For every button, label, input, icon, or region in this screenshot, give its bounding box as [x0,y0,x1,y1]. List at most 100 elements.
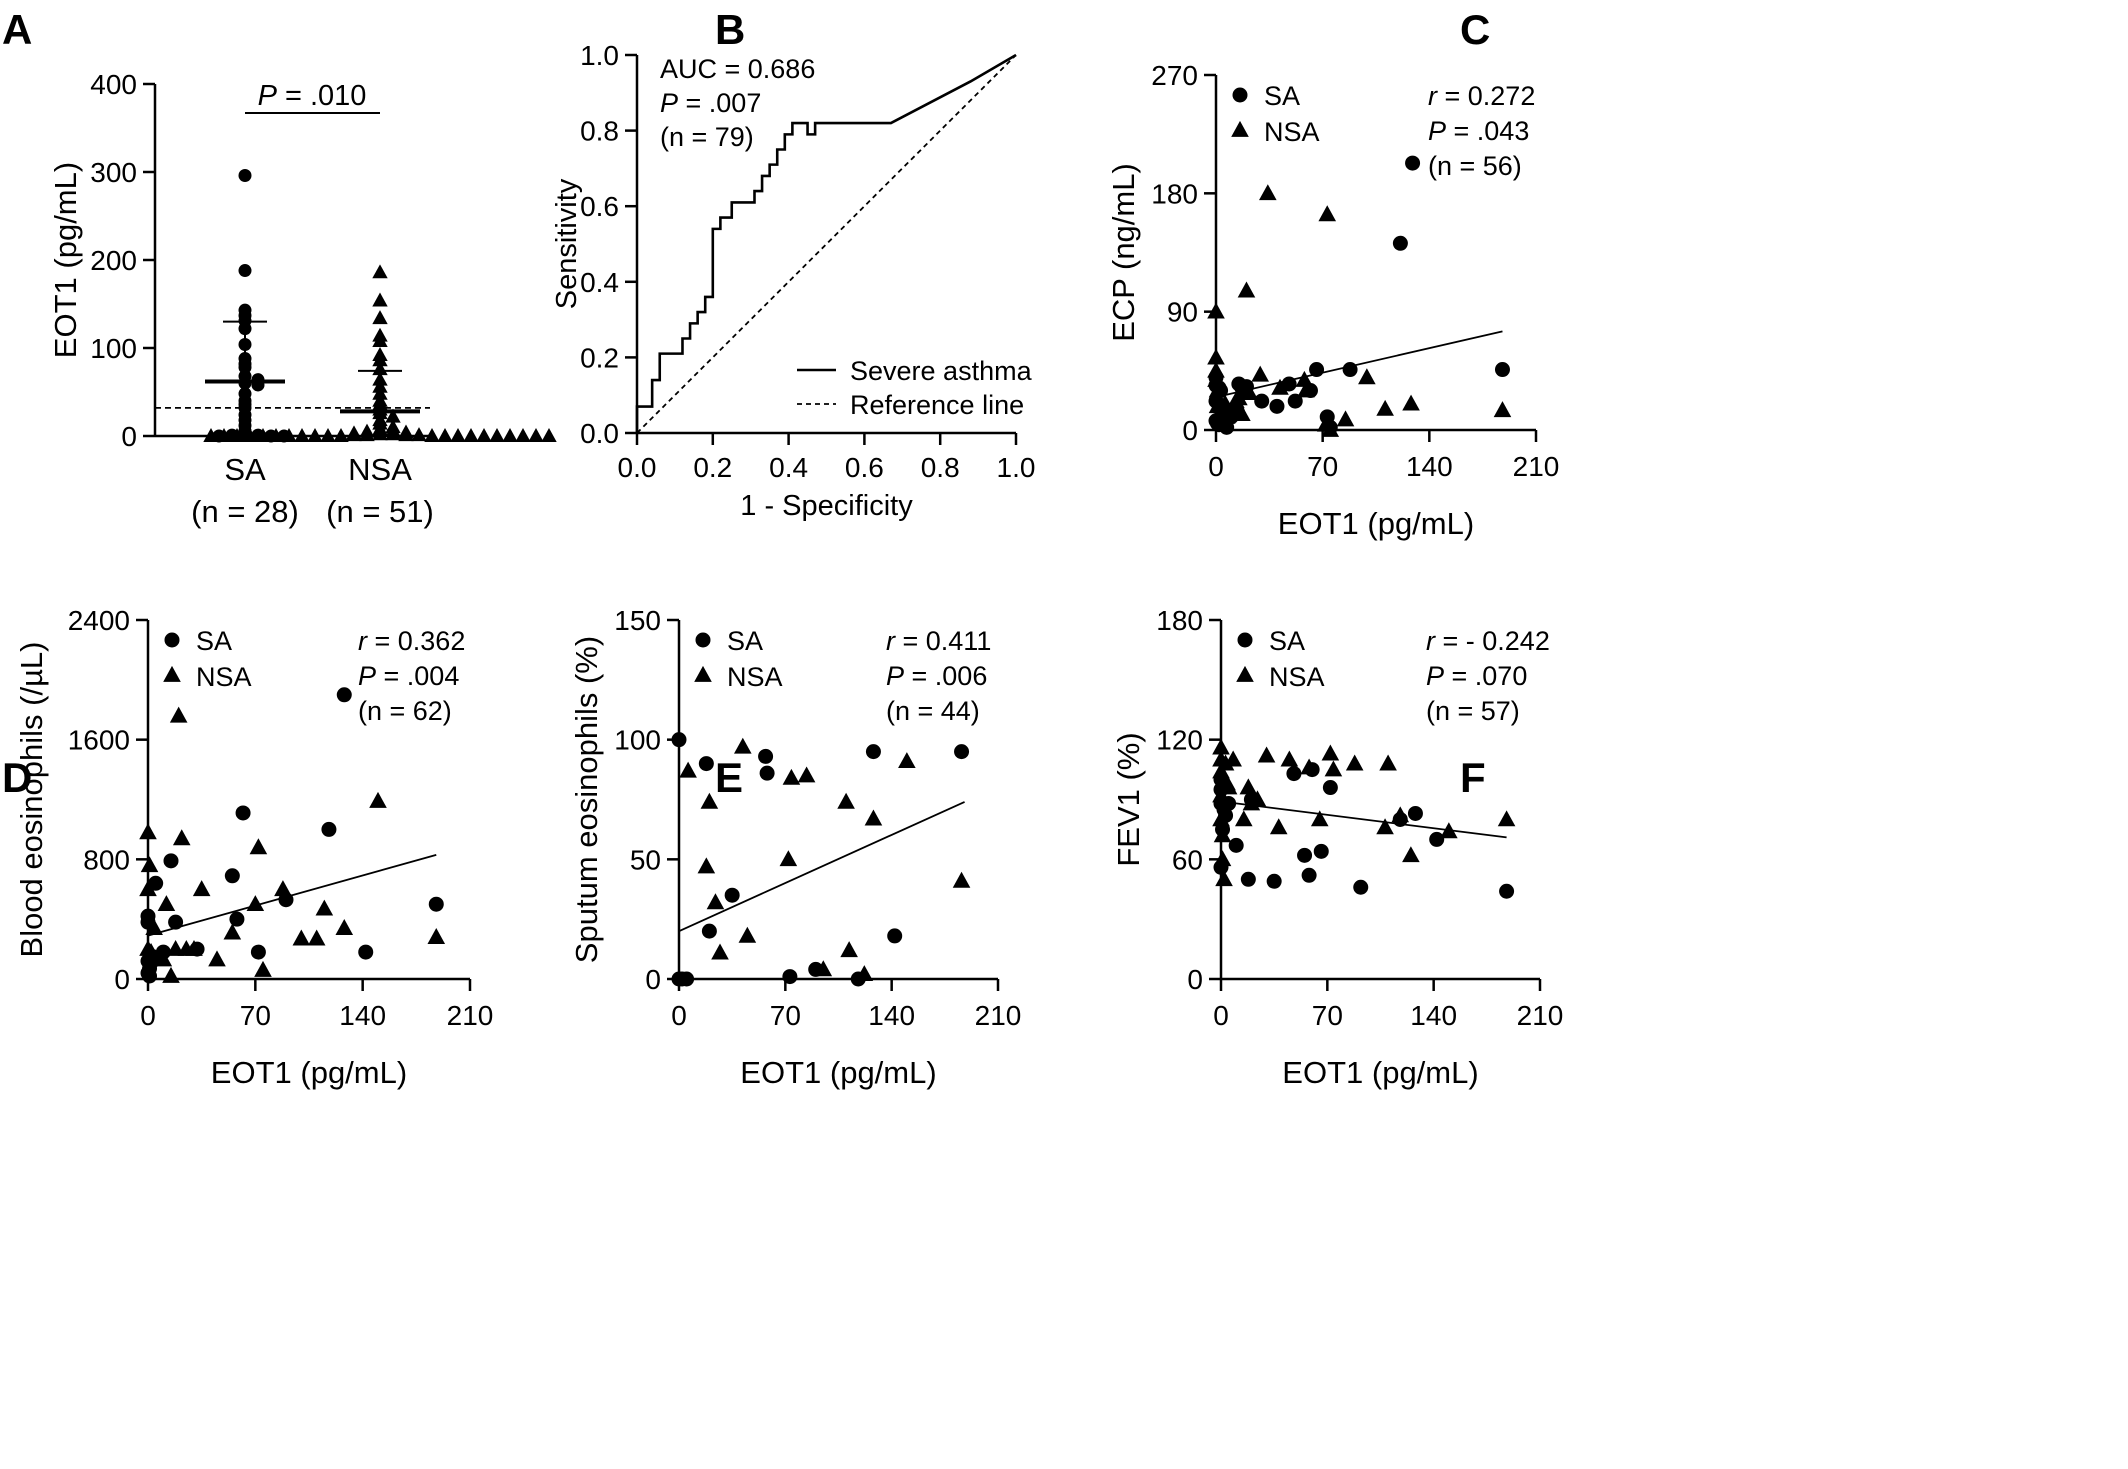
a-nsa-point [372,264,388,279]
e-sa-point [759,765,775,781]
d-x-tick-label: 210 [447,1000,494,1031]
a-nsa-point [359,427,375,442]
c-nsa-point [1208,381,1227,398]
c-legend-triangle-icon [1231,120,1249,137]
panel-label-D: D [2,754,32,801]
f-nsa-point [1310,810,1329,827]
e-sa-point [724,887,740,903]
d-sa-point [148,875,164,891]
a-nsa-point [242,428,258,442]
d-legend-circle-icon [164,632,180,648]
d-nsa-point [169,706,188,723]
a-y-tick-label: 100 [90,333,137,364]
a-nsa-point [372,352,388,367]
b-legend-severe-asthma: Severe asthma [850,356,1033,386]
c-nsa-point [1358,368,1376,385]
d-nsa-point [154,950,173,967]
e-fit-line [678,801,965,932]
c-sa-point [1405,155,1421,171]
d-sa-point [168,914,184,930]
f-x-tick-label: 210 [1517,1000,1564,1031]
c-nsa-point [1376,399,1394,416]
a-nsa-point [541,428,557,442]
e-legend-triangle-icon [694,665,712,682]
f-legend-triangle-icon [1236,665,1254,682]
b-x-axis-label: 1 - Specificity [740,490,913,522]
d-nsa-point [139,823,157,840]
f-nsa-point [1497,810,1516,827]
d-nsa-point [249,838,268,855]
f-x-tick-label: 0 [1213,1000,1229,1031]
f-sa-point [1266,873,1282,889]
d-sa-point [250,944,266,960]
f-y-tick-label: 60 [1172,844,1203,875]
c-y-tick-label: 180 [1151,178,1198,209]
f-sa-point [1499,883,1515,899]
f-y-axis-label: FEV1 (%) [1111,732,1146,866]
c-nsa-point [1237,281,1256,298]
e-legend-circle-icon [695,632,711,648]
a-y-tick-label: 300 [90,157,137,188]
c-nsa-point [1318,205,1337,222]
e-r-value: r = 0.411 [886,626,991,656]
f-nsa-point [1402,846,1420,863]
d-nsa-point [315,899,334,916]
panel-label-F: F [1460,754,1486,801]
e-y-tick-label: 0 [645,964,661,995]
a-nsa-point [203,428,219,442]
f-nsa-point [1379,754,1397,771]
d-x-tick-label: 0 [140,1000,156,1031]
f-nsa-point [1300,758,1318,775]
e-sa-point [758,748,774,764]
c-r-value: r = 0.272 [1428,81,1535,111]
d-x-tick-label: 140 [339,1000,386,1031]
b-y-tick-label: 0.0 [580,418,619,449]
c-sa-point [1254,393,1270,409]
c-sa-point [1281,376,1297,392]
f-nsa-point [1391,806,1410,823]
e-sa-point [865,744,881,760]
f-sa-point [1407,805,1423,821]
f-nsa-point [1345,754,1364,771]
f-nsa-point [1321,744,1340,761]
d-nsa-point [208,950,226,967]
e-nsa-point [711,943,729,960]
e-nsa-point [700,792,719,809]
f-y-tick-label: 180 [1156,605,1203,636]
a-nsa-point [229,428,245,442]
a-nsa-point [424,428,440,442]
d-sa-point [358,944,374,960]
e-sa-point [701,923,717,939]
d-y-tick-label: 1600 [68,725,130,756]
c-nsa-point [1316,415,1335,432]
panel-label-B: B [715,6,745,53]
a-nsa-point [372,332,388,347]
a-y-axis-label: EOT1 (pg/mL) [48,162,83,358]
d-legend-nsa: NSA [196,662,252,692]
d-p-value: P = .004 [358,661,459,691]
panel-label-C: C [1460,6,1490,53]
a-nsa-point [437,428,453,442]
d-nsa-point [307,929,326,946]
f-legend-nsa: NSA [1269,662,1325,692]
a-p-value: P = .010 [258,80,367,112]
b-n-annotation: (n = 79) [660,122,754,152]
c-nsa-point [1402,394,1420,411]
d-nsa-point [292,929,311,946]
d-y-tick-label: 0 [114,964,130,995]
c-p-value: P = .043 [1428,116,1529,146]
d-nsa-point [172,829,191,846]
a-nsa-point [476,428,492,442]
d-x-axis-label: EOT1 (pg/mL) [211,1055,407,1090]
d-nsa-point [246,895,265,912]
b-y-tick-label: 0.8 [580,116,619,147]
e-nsa-point [679,761,697,778]
a-y-tick-label: 200 [90,245,137,276]
c-y-tick-label: 0 [1182,415,1198,446]
f-fit-line [1220,800,1507,839]
b-x-tick-label: 0.4 [769,452,808,483]
e-nsa-point [738,926,757,943]
d-nsa-point [145,919,163,935]
a-nsa-point [346,427,362,442]
d-nsa-point [192,880,211,897]
